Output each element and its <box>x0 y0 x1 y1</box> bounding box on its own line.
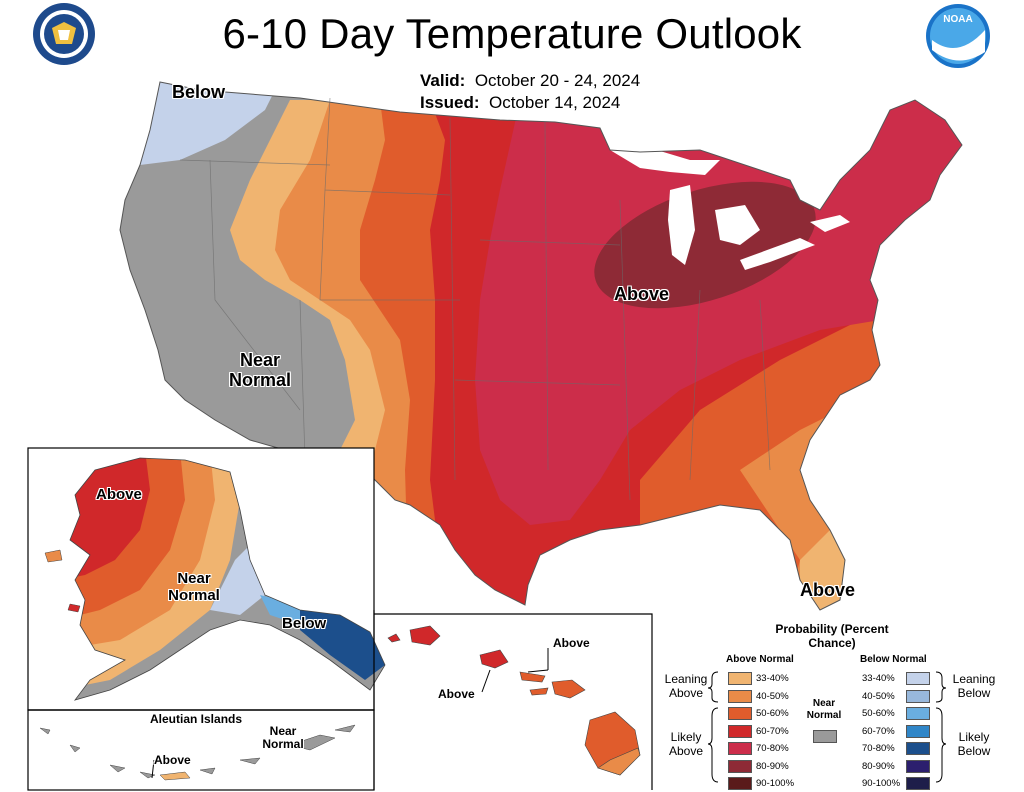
label-conus-near-normal: Near Normal <box>228 350 291 390</box>
label-conus-above-midwest: Above <box>614 284 670 304</box>
legend-below-swatch-6 <box>906 777 930 790</box>
legend-above-swatch-1 <box>728 689 752 703</box>
legend-above-range-6: 90-100% <box>756 778 795 789</box>
legend-likely-below: Likely Below <box>957 730 991 758</box>
legend-below-swatch-4 <box>906 742 930 755</box>
legend-above-range-0: 33-40% <box>756 673 789 684</box>
legend-below-range-2: 50-60% <box>862 708 895 719</box>
label-conus-above-florida: Above <box>800 580 856 600</box>
legend-below-swatch-2 <box>906 707 930 720</box>
legend-below-range-3: 60-70% <box>862 725 895 737</box>
legend-below-range-6: 90-100% <box>862 778 901 789</box>
label-ak-below: Below <box>282 615 327 632</box>
legend-below-swatch-1 <box>906 689 930 703</box>
legend-above-range-4: 70-80% <box>756 743 789 754</box>
legend-above-swatch-0 <box>728 672 752 685</box>
legend-leaning-above: Leaning Above <box>664 672 708 700</box>
legend-below-range-5: 80-90% <box>862 760 895 772</box>
legend-above-swatch-2 <box>728 707 752 720</box>
legend-near-normal-swatch <box>813 730 837 743</box>
label-hawaii-above-west: Above <box>438 687 475 701</box>
label-hawaii-above-east: Above <box>553 636 590 650</box>
legend-leaning-below: Leaning Below <box>952 672 996 700</box>
legend-below-normal-header: Below Normal <box>860 654 927 665</box>
legend-below-range-0: 33-40% <box>862 673 895 684</box>
label-aleutian-near-normal: Near Normal <box>262 724 304 751</box>
label-ak-above: Above <box>96 486 142 503</box>
label-aleutian-above: Above <box>154 753 191 767</box>
noaa-logo: NOAA <box>926 4 990 68</box>
legend-below-range-1: 40-50% <box>862 690 895 702</box>
legend-above-range-1: 40-50% <box>756 690 789 702</box>
commerce-seal-logo <box>33 3 95 65</box>
legend-above-swatch-6 <box>728 777 752 790</box>
label-aleutian-title: Aleutian Islands <box>150 712 243 726</box>
legend-above-range-5: 80-90% <box>756 760 789 772</box>
label-ak-near-normal: Near Normal <box>168 570 220 604</box>
page-title: 6-10 Day Temperature Outlook <box>222 10 802 57</box>
legend-near-normal: Near Normal <box>806 698 842 721</box>
legend-below-swatch-5 <box>906 759 930 773</box>
issued-value: October 14, 2024 <box>488 93 621 112</box>
valid-value: October 20 - 24, 2024 <box>474 71 641 90</box>
date-block: Valid: October 20 - 24, 2024 Issued: Oct… <box>420 70 640 114</box>
legend-likely-above: Likely Above <box>668 730 704 758</box>
legend-above-swatch-3 <box>728 724 752 738</box>
legend-above-swatch-4 <box>728 742 752 755</box>
noaa-logo-text: NOAA <box>943 14 972 25</box>
legend-below-swatch-0 <box>906 672 930 685</box>
legend-above-range-3: 60-70% <box>756 725 789 737</box>
legend-above-normal-header: Above Normal <box>726 654 794 665</box>
legend-below-range-4: 70-80% <box>862 743 895 754</box>
label-conus-below: Below <box>172 82 226 102</box>
valid-label: Valid: <box>420 71 466 90</box>
legend-above-range-2: 50-60% <box>756 708 789 719</box>
issued-label: Issued: <box>420 93 480 112</box>
legend-above-swatch-5 <box>728 759 752 773</box>
legend-below-swatch-3 <box>906 724 930 738</box>
legend-title: Probability (Percent Chance) <box>775 622 889 650</box>
